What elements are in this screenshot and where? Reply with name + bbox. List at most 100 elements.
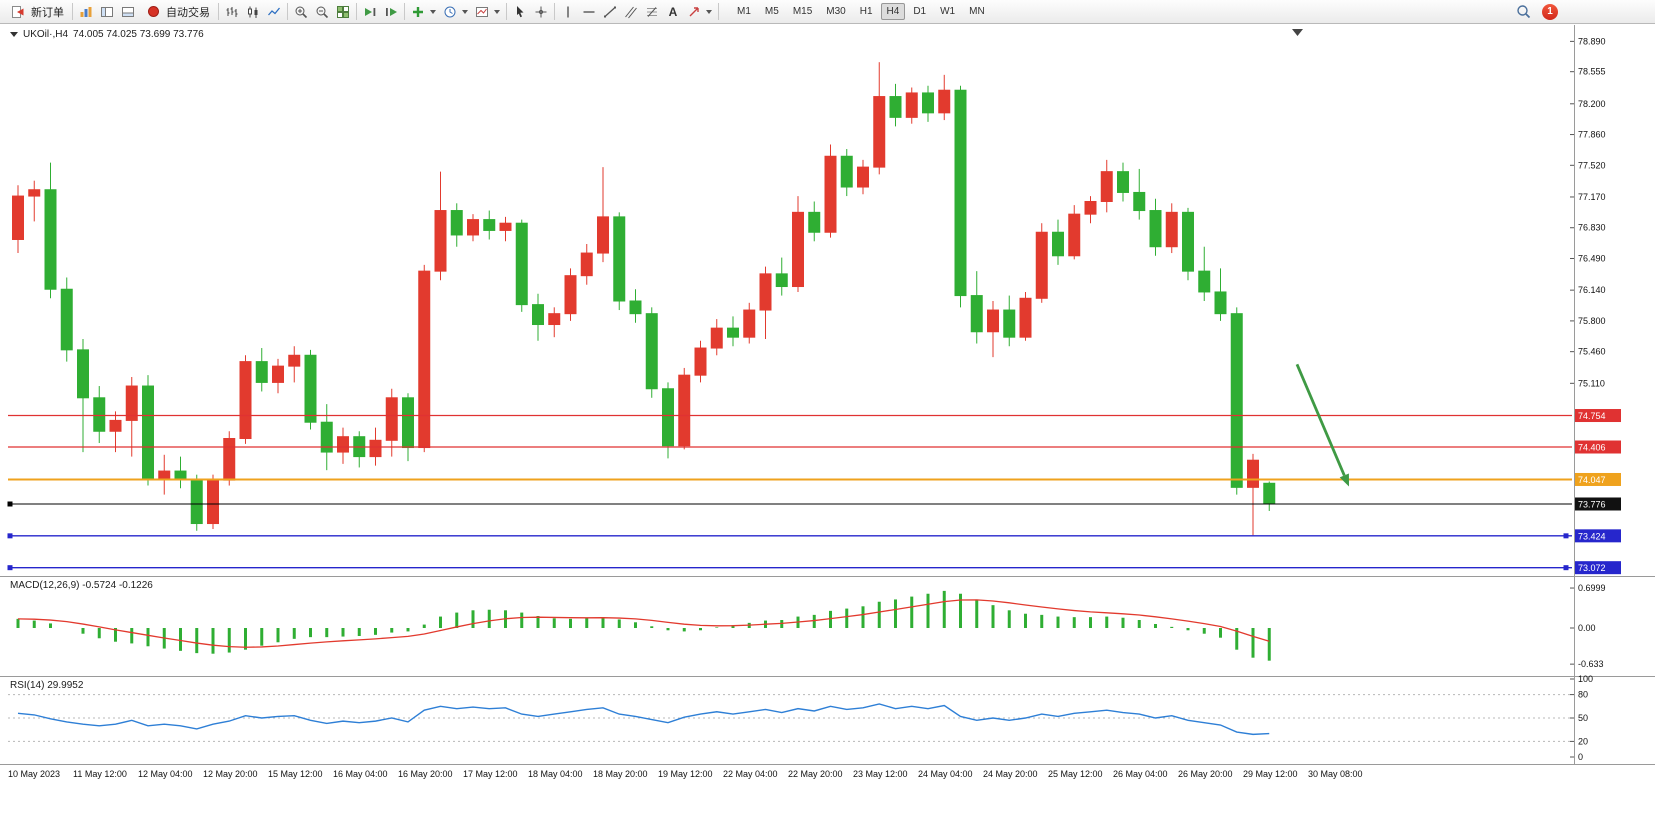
svg-text:76.140: 76.140 — [1578, 285, 1606, 295]
svg-text:29 May 12:00: 29 May 12:00 — [1243, 769, 1298, 779]
templates-dropdown-caret[interactable] — [494, 9, 500, 14]
search-icon[interactable] — [1514, 3, 1532, 21]
line-chart-icon[interactable] — [265, 3, 283, 21]
market-watch-icon[interactable] — [77, 3, 95, 21]
text-label-icon[interactable]: A — [668, 4, 678, 19]
timeframe-mn[interactable]: MN — [969, 6, 985, 17]
toolbar-separator — [554, 3, 555, 20]
cursor-icon[interactable] — [511, 3, 529, 21]
svg-text:77.170: 77.170 — [1578, 192, 1606, 202]
svg-text:50: 50 — [1578, 713, 1588, 723]
svg-text:73.776: 73.776 — [1578, 499, 1606, 509]
timeframe-m5[interactable]: M5 — [764, 6, 779, 17]
tile-windows-icon[interactable] — [334, 3, 352, 21]
line-handle — [1563, 533, 1569, 539]
svg-text:73.424: 73.424 — [1578, 531, 1606, 541]
svg-text:77.520: 77.520 — [1578, 160, 1606, 170]
svg-text:-0.633: -0.633 — [1578, 659, 1604, 669]
trendline-icon[interactable] — [601, 3, 619, 21]
collapse-chart-icon[interactable] — [10, 32, 18, 37]
candlestick-chart-icon[interactable] — [244, 3, 262, 21]
new-order-icon — [9, 3, 27, 21]
timeframe-m15[interactable]: M15 — [792, 6, 813, 17]
svg-text:18 May 20:00: 18 May 20:00 — [593, 769, 648, 779]
timeframe-w1[interactable]: W1 — [940, 6, 956, 17]
svg-text:74.406: 74.406 — [1578, 443, 1606, 453]
toolbar-separator — [506, 3, 507, 20]
timeframe-h1[interactable]: H1 — [859, 6, 873, 17]
auto-scroll-icon[interactable] — [361, 3, 379, 21]
horizontal-line-icon[interactable] — [580, 3, 598, 21]
auto-trading-button[interactable]: 自动交易 — [140, 2, 214, 22]
svg-text:77.860: 77.860 — [1578, 130, 1606, 140]
svg-text:100: 100 — [1578, 674, 1593, 684]
svg-text:15 May 12:00: 15 May 12:00 — [268, 769, 323, 779]
timeframe-m1[interactable]: M1 — [737, 6, 751, 17]
svg-text:78.890: 78.890 — [1578, 36, 1606, 46]
price-tag-73.776 — [1575, 497, 1621, 511]
line-handle — [1563, 565, 1569, 571]
level-lines[interactable] — [7, 414, 1573, 571]
arrow-tools-dropdown-caret[interactable] — [706, 9, 712, 14]
svg-text:76.490: 76.490 — [1578, 253, 1606, 263]
svg-text:0: 0 — [1578, 752, 1583, 762]
svg-text:17 May 12:00: 17 May 12:00 — [463, 769, 518, 779]
macd-panel-label: MACD(12,26,9) -0.5724 -0.1226 — [10, 580, 153, 591]
terminal-icon[interactable] — [119, 3, 137, 21]
svg-text:18 May 04:00: 18 May 04:00 — [528, 769, 583, 779]
vertical-line-icon[interactable] — [559, 3, 577, 21]
svg-text:26 May 20:00: 26 May 20:00 — [1178, 769, 1233, 779]
timeframe-m30[interactable]: M30 — [826, 6, 846, 17]
svg-text:23 May 12:00: 23 May 12:00 — [853, 769, 908, 779]
timeframe-group: M1 M5 M15 M30 H1 H4 D1 W1 MN — [731, 3, 991, 20]
price-tag-74.406 — [1575, 440, 1621, 454]
svg-text:25 May 12:00: 25 May 12:00 — [1048, 769, 1103, 779]
price-tag-73.424 — [1575, 529, 1621, 543]
symbol-ohlc: 74.005 74.025 73.699 73.776 — [73, 29, 204, 40]
periods-icon[interactable] — [441, 3, 459, 21]
indicators-dropdown-caret[interactable] — [430, 9, 436, 14]
price-tag-74.047 — [1575, 472, 1621, 486]
toolbar-separator — [72, 3, 73, 20]
bar-chart-icon[interactable] — [223, 3, 241, 21]
rsi-panel-label: RSI(14) 29.9952 — [10, 680, 84, 691]
chart-shift-icon[interactable] — [382, 3, 400, 21]
macd-signal-line — [17, 599, 1270, 648]
new-order-button[interactable]: 新订单 — [5, 2, 68, 22]
fibonacci-icon[interactable] — [643, 3, 661, 21]
svg-text:73.072: 73.072 — [1578, 563, 1606, 573]
new-order-label: 新订单 — [31, 6, 64, 19]
notification-badge[interactable]: 1 — [1542, 3, 1558, 20]
svg-text:26 May 04:00: 26 May 04:00 — [1113, 769, 1168, 779]
svg-text:0.6999: 0.6999 — [1578, 583, 1606, 593]
timeframe-h4[interactable]: H4 — [880, 3, 906, 20]
svg-text:20: 20 — [1578, 736, 1588, 746]
price-tag-74.754 — [1575, 409, 1621, 423]
rsi-line — [17, 703, 1270, 736]
arrow-tools-icon[interactable] — [685, 3, 703, 21]
svg-text:78.200: 78.200 — [1578, 99, 1606, 109]
zoom-in-icon[interactable] — [292, 3, 310, 21]
crosshair-icon[interactable] — [532, 3, 550, 21]
price-axis: 78.890 78.555 78.200 77.860 77.520 77.170 76.8… — [1570, 36, 1621, 575]
indicators-icon[interactable] — [409, 3, 427, 21]
auto-trading-label: 自动交易 — [166, 6, 210, 19]
timeframe-d1[interactable]: D1 — [913, 6, 927, 17]
toolbar-separator — [218, 3, 219, 20]
templates-icon[interactable] — [473, 3, 491, 21]
symbol-title: UKOil·,H4 — [23, 29, 69, 40]
chart-shift-marker[interactable] — [1292, 29, 1303, 36]
svg-text:22 May 20:00: 22 May 20:00 — [788, 769, 843, 779]
periods-dropdown-caret[interactable] — [462, 9, 468, 14]
arrow-annotation[interactable] — [1295, 363, 1349, 487]
svg-text:22 May 04:00: 22 May 04:00 — [723, 769, 778, 779]
toolbar-separator — [718, 3, 719, 20]
channel-icon[interactable] — [622, 3, 640, 21]
svg-text:19 May 12:00: 19 May 12:00 — [658, 769, 713, 779]
svg-text:78.555: 78.555 — [1578, 67, 1606, 77]
svg-text:12 May 04:00: 12 May 04:00 — [138, 769, 193, 779]
zoom-out-icon[interactable] — [313, 3, 331, 21]
svg-text:11 May 12:00: 11 May 12:00 — [73, 769, 127, 779]
navigator-icon[interactable] — [98, 3, 116, 21]
